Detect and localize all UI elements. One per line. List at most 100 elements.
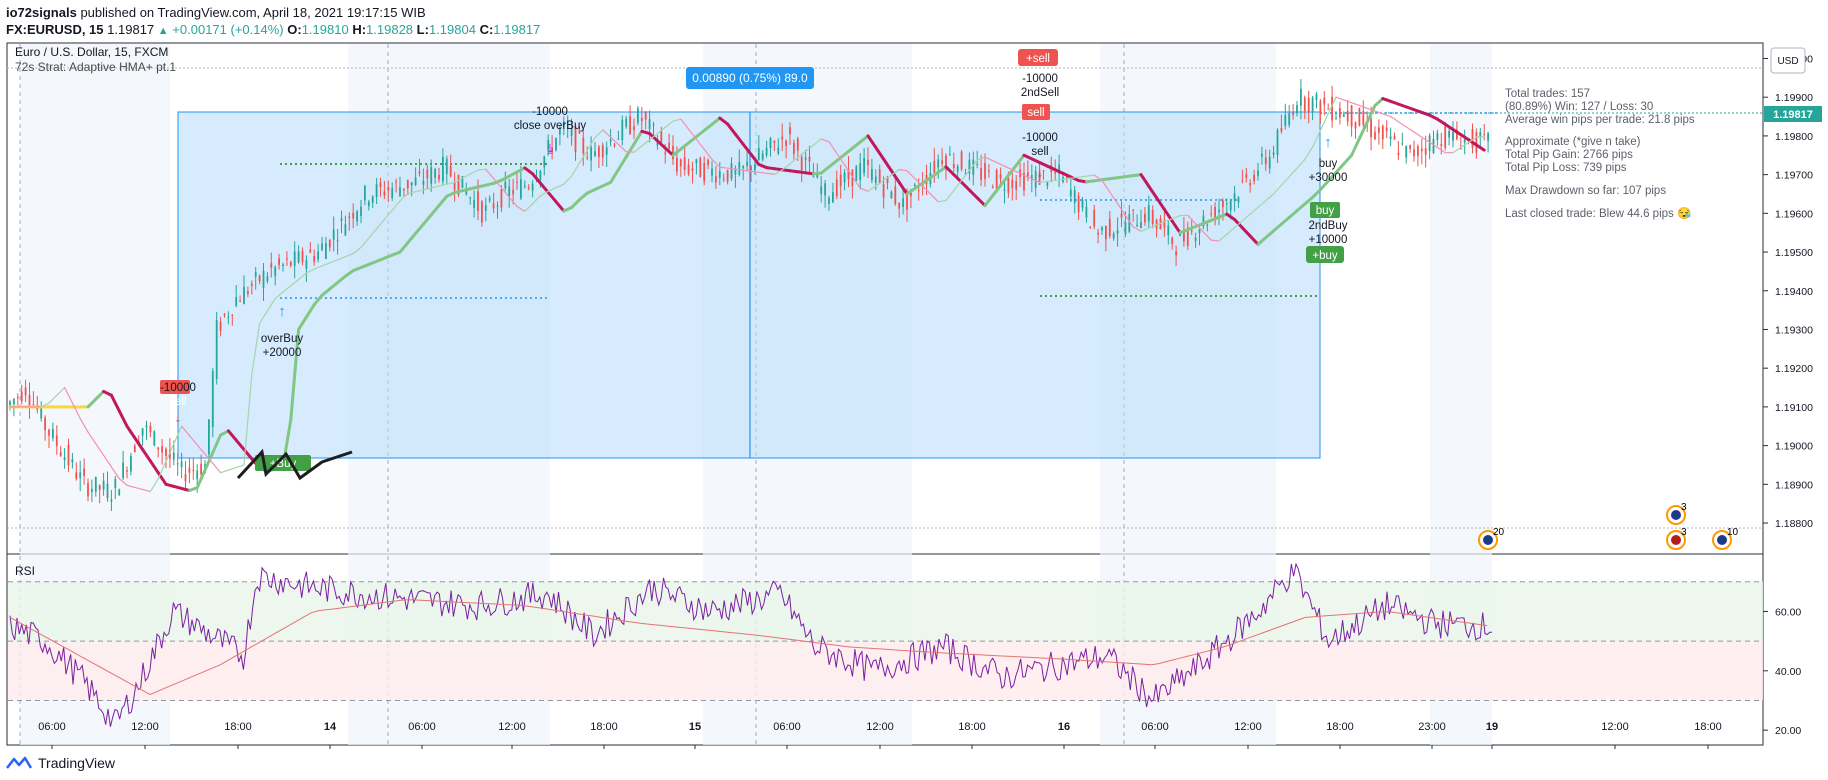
hma-segment — [1210, 239, 1220, 242]
stats-avg-win: Average win pips per trade: 21.8 pips — [1505, 114, 1695, 126]
candle-body — [566, 127, 569, 129]
sell-badge-2 — [1022, 104, 1050, 120]
anno-a7c: +10000 — [1309, 234, 1348, 246]
hma-segment — [1326, 170, 1338, 183]
candle-body — [562, 121, 565, 127]
author-name[interactable]: io72signals — [6, 5, 77, 20]
hma-segment — [952, 173, 964, 184]
candle-body — [555, 138, 557, 150]
rsi-pane — [8, 562, 1763, 727]
candle-body — [344, 223, 347, 236]
candle-body — [32, 404, 35, 406]
hma-segment — [126, 484, 136, 489]
hma-segment — [304, 303, 316, 319]
rsi-axis[interactable]: 60.00 40.00 20.00 — [1763, 606, 1801, 737]
hma-segment — [781, 163, 791, 171]
hma-segment — [133, 436, 145, 451]
candle-body — [695, 159, 698, 164]
price-tick-label: 1.19200 — [1775, 363, 1813, 375]
stats-drawdown: Max Drawdown so far: 107 pips — [1505, 185, 1666, 197]
hma-segment — [742, 169, 752, 172]
hma-segment — [875, 179, 885, 187]
candle-body — [1186, 227, 1189, 246]
candle-body — [371, 196, 374, 203]
candle-body — [1179, 233, 1181, 236]
candle-body — [1194, 237, 1197, 241]
economic-events[interactable]: 20 3 3 10 — [1478, 502, 1739, 550]
position-rectangle[interactable] — [177, 111, 1321, 459]
hma-segment — [212, 462, 222, 474]
candle-body — [1354, 122, 1357, 129]
hma-segment — [1046, 179, 1056, 182]
rsi-label[interactable]: RSI — [15, 564, 35, 578]
hma-segment — [663, 146, 675, 157]
hma-segment — [1187, 214, 1197, 225]
hma-segment — [1452, 146, 1462, 154]
hma-segment — [1382, 113, 1392, 118]
candle-body — [734, 169, 737, 175]
candle-body — [527, 187, 530, 189]
currency-box[interactable] — [1770, 47, 1806, 74]
candle-body — [1300, 88, 1302, 106]
footer-brand[interactable]: TradingView — [38, 755, 116, 771]
candle-body — [839, 174, 842, 187]
price-tick-label: 1.19900 — [1775, 92, 1813, 104]
chart-area[interactable]: 0.00890 (0.75%) 89.0 Euro / U.S. Dollar,… — [0, 40, 1828, 750]
buy-badge-2 — [1306, 246, 1344, 263]
candle-body — [1424, 148, 1427, 155]
candle-body — [1428, 135, 1431, 152]
hma-segment — [664, 120, 674, 128]
time-tick-label: 18:00 — [1326, 721, 1354, 733]
hma-segment — [1015, 170, 1025, 176]
candle-body — [231, 314, 234, 316]
candle-body — [1393, 136, 1396, 140]
candle-body — [1245, 174, 1248, 178]
price-axis[interactable]: 1.200001.199001.198001.197001.196001.195… — [1763, 53, 1813, 530]
candle-body — [239, 300, 241, 302]
candle-body — [223, 314, 226, 316]
hma-segment — [1413, 131, 1423, 138]
hma-segment — [1132, 226, 1142, 232]
candle-body — [1155, 219, 1158, 229]
candle-body — [1303, 97, 1306, 112]
candle-body — [250, 283, 253, 286]
hma-segment — [1460, 141, 1470, 149]
hma-segment — [1358, 104, 1368, 109]
hma-segment — [679, 141, 691, 151]
hma-segment — [415, 189, 424, 193]
candle-body — [933, 160, 936, 173]
candle-body — [426, 169, 429, 179]
hma-segment — [1435, 117, 1447, 126]
hma-segment — [79, 417, 89, 433]
hma-segment — [758, 171, 768, 174]
hma-segment — [750, 170, 760, 173]
candle-body — [356, 211, 358, 222]
hma-segment — [937, 199, 947, 203]
hma-segment — [641, 139, 651, 147]
candle-body — [1015, 181, 1018, 190]
candle-body — [449, 166, 452, 177]
candle-body — [715, 176, 717, 183]
publish-info: io72signals published on TradingView.com… — [6, 5, 426, 20]
hma-segment — [1459, 133, 1471, 142]
candle-body — [516, 181, 518, 183]
hma-segment — [741, 142, 753, 156]
candle-body — [808, 156, 811, 162]
time-axis[interactable]: 06:00 12:00 18:00 14 06:00 12:00 18:00 15 06:00 1… — [38, 721, 1722, 749]
candle-body — [172, 452, 175, 460]
candle-body — [1346, 110, 1349, 122]
candle-body — [547, 139, 550, 149]
buy-badge-1 — [1310, 202, 1340, 218]
candle-body — [660, 130, 663, 143]
candle-body — [278, 258, 280, 265]
candle-body — [531, 183, 534, 191]
hma-segment — [602, 129, 612, 138]
candle-body — [559, 127, 561, 135]
anno-a3b: close overBuy — [514, 120, 586, 132]
candle-body — [484, 205, 487, 211]
indicator-name[interactable]: 72s Strat: Adaptive HMA+ pt.1 — [15, 60, 176, 74]
hma-segment — [789, 156, 799, 165]
candle-body — [570, 128, 573, 136]
candle-body — [1030, 174, 1033, 180]
candle-body — [754, 164, 756, 171]
